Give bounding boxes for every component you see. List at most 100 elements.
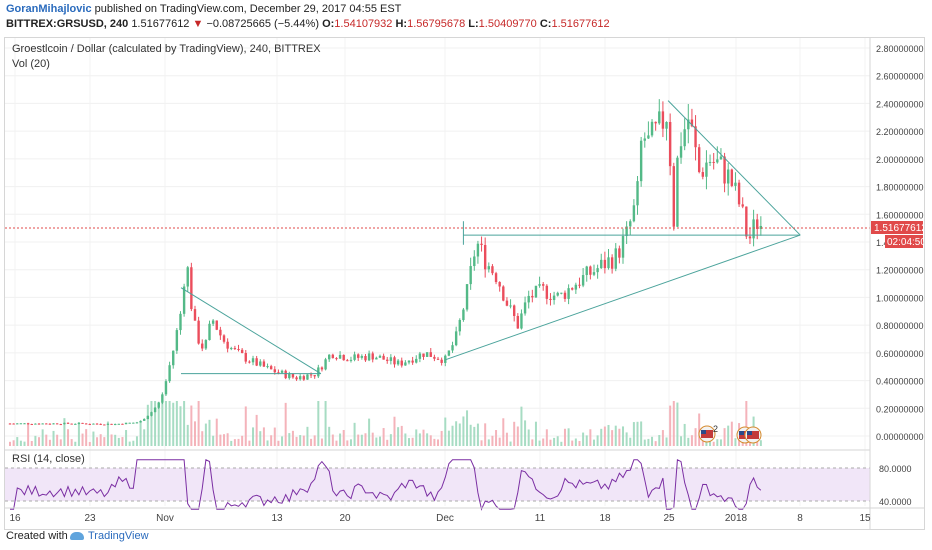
symbol-info: BITTREX:GRSUSD, 240 1.51677612 ▼ −0.0872… (6, 18, 610, 30)
candle-body (103, 424, 106, 426)
volume-bar (226, 433, 229, 446)
time-tick-label: 18 (599, 513, 611, 524)
candle-body (378, 355, 382, 358)
volume-bar (603, 426, 606, 446)
price-tick-label: 2.00000000 (876, 155, 924, 165)
volume-bar (9, 441, 11, 446)
candle-body (157, 402, 160, 408)
candle-body (625, 226, 628, 237)
volume-bar (77, 422, 80, 446)
candle-body (240, 349, 244, 353)
candle-body (48, 423, 52, 425)
volume-bar (476, 423, 479, 446)
volume-bar (114, 434, 117, 446)
price-chart[interactable]: Groestlcoin / Dollar (calculated by Trad… (5, 38, 927, 529)
volume-bar (495, 430, 498, 446)
candle-body (284, 370, 287, 379)
volume-bar (607, 424, 610, 446)
author-link[interactable]: GoranMihajlovic (6, 3, 92, 15)
volume-bar (462, 416, 465, 446)
candle-body (415, 358, 418, 363)
candle-body (589, 266, 592, 275)
chart-frame[interactable]: Groestlcoin / Dollar (calculated by Trad… (4, 37, 927, 530)
candle-body (465, 284, 469, 310)
candle-body (273, 369, 276, 373)
candle-body (425, 352, 429, 357)
candle-body (520, 313, 523, 329)
volume-bar (310, 438, 313, 446)
volume-bar (168, 401, 171, 446)
candle-body (393, 357, 396, 365)
price-tick-label: 0.60000000 (876, 349, 924, 359)
volume-bar (295, 436, 298, 446)
open-label: O: (322, 18, 335, 30)
candle-body (697, 147, 701, 173)
volume-bar (723, 428, 726, 446)
candle-body (204, 340, 208, 349)
volume-bar (592, 439, 595, 446)
candle-body (687, 119, 690, 130)
volume-bar (186, 424, 189, 446)
candle-body (342, 354, 345, 361)
volume-bar (669, 405, 672, 446)
volume-bars (9, 401, 762, 446)
candle-body (259, 361, 262, 366)
volume-bar (400, 425, 403, 446)
tradingview-cloud-icon (70, 532, 84, 541)
volume-bar (426, 433, 429, 446)
candle-body (386, 359, 389, 361)
volume-bar (215, 418, 218, 446)
volume-bar (556, 436, 559, 446)
volume-bar (233, 439, 236, 446)
candle-body (607, 257, 610, 269)
time-tick-label: 20 (339, 513, 351, 524)
candle-body (233, 348, 237, 350)
volume-bar (34, 435, 37, 446)
volume-bar (745, 401, 748, 446)
price-tick-label: 2.60000000 (876, 72, 924, 82)
candle-body (654, 121, 657, 124)
candle-body (153, 407, 157, 413)
candle-body (215, 320, 218, 330)
price-tick-label: 0.80000000 (876, 321, 924, 331)
tradingview-logo[interactable]: TradingView (70, 530, 149, 542)
candle-body (422, 353, 425, 357)
time-axis[interactable]: 16 23 Nov 13 20 Dec 11 18 25 2018 8 15 (9, 513, 871, 524)
volume-bar (683, 423, 686, 446)
volume-bar (447, 430, 450, 446)
volume-bar (661, 430, 664, 446)
volume-bar (56, 434, 59, 446)
candle-body (694, 126, 697, 148)
volume-bar (727, 425, 730, 446)
volume-bar (596, 435, 599, 446)
candle-body (371, 353, 374, 360)
candle-body (730, 169, 734, 186)
candle-body (52, 423, 55, 425)
candle-body (186, 267, 189, 287)
candle-body (716, 159, 719, 163)
candle-body (367, 353, 371, 361)
volume-bar (230, 440, 233, 446)
candle-body (658, 111, 661, 124)
volume-bar (121, 437, 124, 446)
volume-bar (690, 435, 693, 446)
candle-body (494, 273, 498, 283)
trendline (445, 234, 801, 361)
candle-body (222, 335, 226, 342)
candle-body (244, 352, 247, 362)
volume-bar (553, 437, 556, 446)
volume-bar (175, 401, 178, 446)
event-badges[interactable]: 2 (698, 424, 762, 444)
volume-bar (16, 437, 19, 446)
volume-bar (614, 425, 617, 446)
candle-body (712, 161, 715, 163)
candle-body (719, 156, 723, 160)
candle-body (331, 354, 335, 359)
volume-bar (255, 414, 258, 446)
rsi-axis: 80.0000 40.0000 (879, 464, 912, 507)
candle-body (360, 355, 364, 358)
candle-body (338, 354, 342, 359)
candle-body (643, 138, 646, 141)
candle-body (581, 275, 585, 286)
candle-body (92, 423, 95, 425)
